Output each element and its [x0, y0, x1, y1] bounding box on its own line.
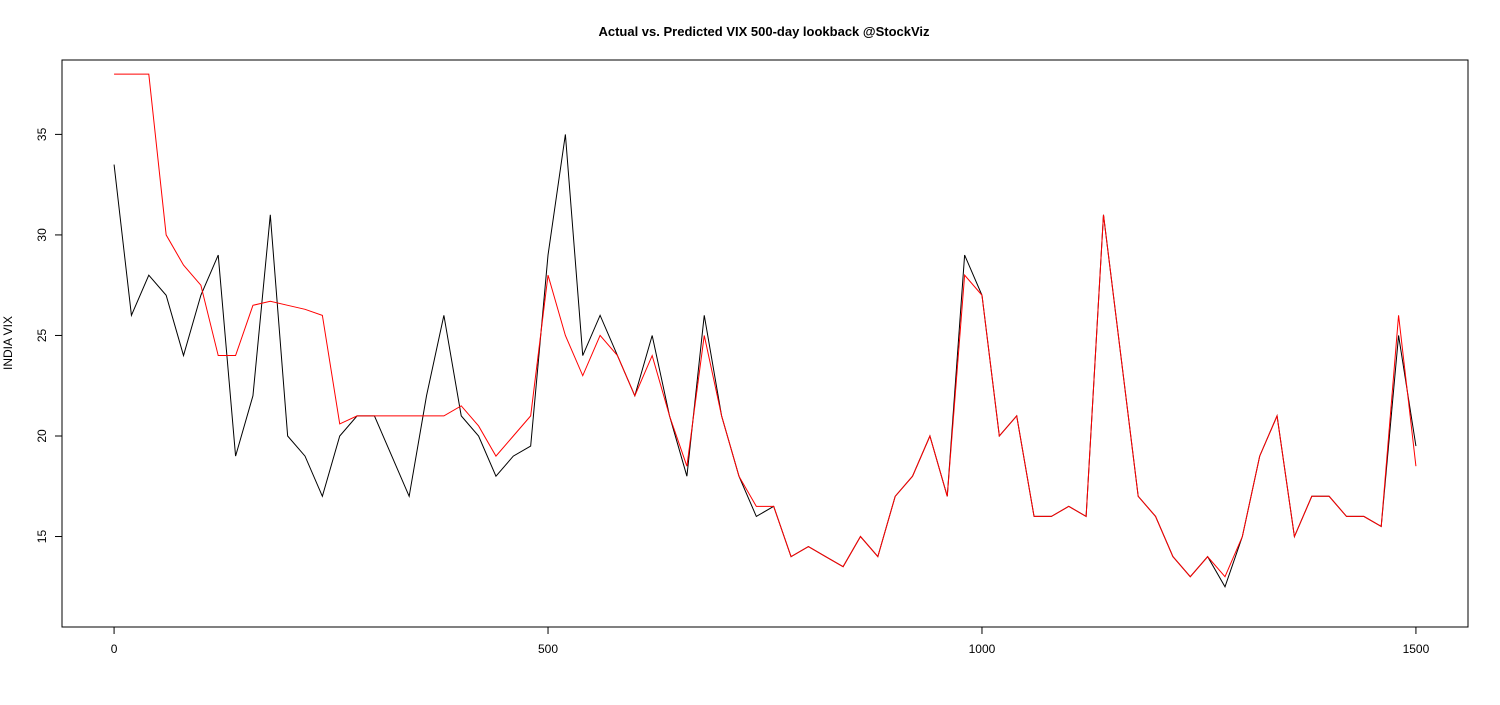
y-tick-label: 15	[35, 530, 49, 544]
y-axis-label: INDIA VIX	[1, 316, 15, 370]
x-tick-label: 0	[111, 642, 118, 656]
x-tick-label: 1500	[1403, 642, 1430, 656]
chart-title: Actual vs. Predicted VIX 500-day lookbac…	[598, 24, 930, 39]
y-tick-label: 25	[35, 328, 49, 342]
series-line	[113, 134, 1417, 588]
y-tick-label: 30	[35, 228, 49, 242]
x-tick-label: 1000	[969, 642, 996, 656]
series-line	[114, 73, 1417, 578]
y-tick-label: 20	[35, 429, 49, 443]
plot-frame	[61, 59, 1469, 628]
y-tick-label: 35	[35, 127, 49, 141]
x-tick-label: 500	[538, 642, 558, 656]
